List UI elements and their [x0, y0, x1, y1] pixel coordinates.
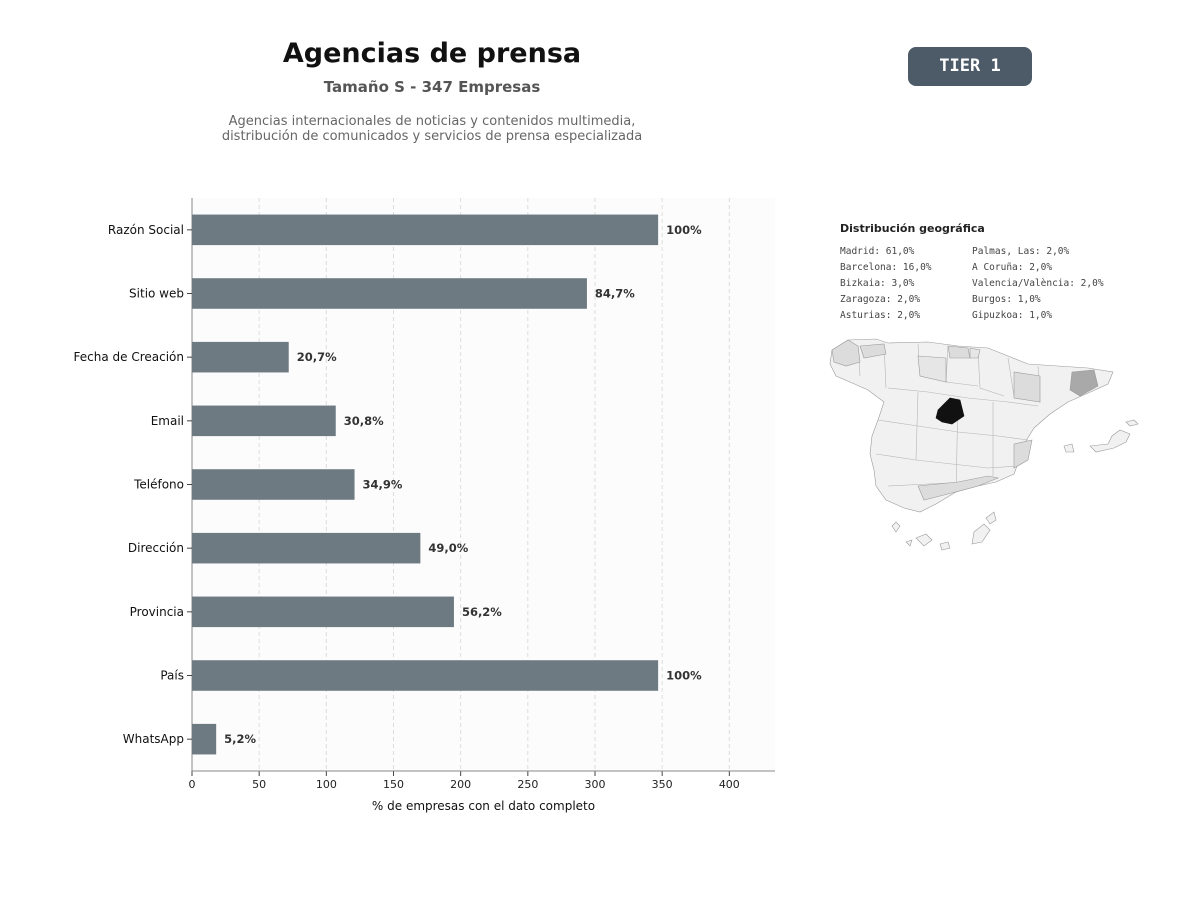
map-province-zaragoza — [1013, 371, 1041, 403]
page-description: Agencias internacionales de noticias y c… — [182, 114, 682, 144]
map-province-asturias — [859, 343, 887, 359]
geo-item: Madrid: 61,0% — [840, 246, 915, 257]
geo-item: Bizkaia: 3,0% — [840, 278, 915, 289]
map-province-burgos — [917, 355, 947, 383]
page-subtitle: Tamaño S - 347 Empresas — [323, 78, 541, 96]
x-tick-label: 50 — [252, 778, 266, 791]
bar — [192, 341, 289, 373]
data-label: 84,7% — [595, 287, 635, 301]
data-label: 100% — [666, 669, 702, 683]
category-label: Razón Social — [108, 223, 184, 237]
geo-item: Zaragoza: 2,0% — [840, 294, 921, 305]
bar — [192, 469, 355, 500]
data-label: 49,0% — [428, 541, 468, 555]
map-balearic-islands — [1063, 419, 1139, 453]
category-label: Provincia — [130, 605, 184, 619]
map-canary-islands — [891, 511, 997, 551]
map-province-valencia — [1013, 439, 1033, 469]
bar — [192, 723, 217, 755]
geo-item: Barcelona: 16,0% — [840, 262, 932, 273]
tier-badge: TIER 1 — [908, 47, 1032, 86]
bar — [192, 278, 587, 309]
bar-chart: 0 50 100 150 200 250 300 350 400 Razón Social 100%… — [74, 198, 775, 813]
x-tick-label: 350 — [652, 778, 673, 791]
data-label: 56,2% — [462, 605, 502, 619]
geo-item: Palmas, Las: 2,0% — [972, 246, 1070, 257]
data-label: 100% — [666, 223, 702, 237]
map-province-acoruna — [831, 339, 861, 367]
geo-item: Valencia/València: 2,0% — [972, 278, 1104, 289]
bar — [192, 405, 336, 437]
data-label: 5,2% — [224, 732, 256, 746]
bar — [192, 532, 421, 564]
category-label: Teléfono — [133, 478, 184, 492]
category-label: Dirección — [128, 541, 184, 555]
map-province-south — [917, 475, 1000, 501]
x-tick-label: 150 — [383, 778, 404, 791]
bar — [192, 660, 659, 691]
description-line-1: Agencias internacionales de noticias y c… — [228, 114, 636, 129]
description-line-2: distribución de comunicados y servicios … — [221, 129, 643, 144]
spain-map — [829, 338, 1139, 551]
geo-item: Asturias: 2,0% — [840, 310, 921, 321]
data-label: 20,7% — [297, 350, 337, 364]
geo-item: Burgos: 1,0% — [972, 294, 1041, 305]
x-tick-label: 200 — [450, 778, 471, 791]
map-province-bizkaia — [947, 345, 971, 359]
category-label: País — [160, 669, 184, 683]
map-province-barcelona — [1069, 369, 1099, 397]
map-provinces — [829, 338, 1139, 551]
page-title: Agencias de prensa — [282, 38, 582, 69]
x-tick-label: 400 — [719, 778, 740, 791]
x-tick-label: 0 — [189, 778, 196, 791]
geo-item: A Coruña: 2,0% — [972, 262, 1053, 273]
geo-item: Gipuzkoa: 1,0% — [972, 310, 1053, 321]
bar — [192, 596, 454, 628]
map-province-madrid — [935, 397, 965, 425]
category-label: Sitio web — [129, 287, 184, 301]
x-tick-label: 250 — [517, 778, 538, 791]
data-label: 30,8% — [344, 414, 384, 428]
data-label: 34,9% — [363, 478, 403, 492]
bar — [192, 214, 659, 246]
x-axis-label: % de empresas con el dato completo — [372, 799, 595, 813]
category-label: Fecha de Creación — [74, 350, 184, 364]
map-province-gipuzkoa — [969, 347, 981, 359]
geo-title: Distribución geográfica — [840, 222, 985, 235]
x-tick-label: 300 — [584, 778, 605, 791]
category-label: WhatsApp — [123, 732, 184, 746]
x-tick-label: 100 — [316, 778, 337, 791]
category-label: Email — [151, 414, 184, 428]
